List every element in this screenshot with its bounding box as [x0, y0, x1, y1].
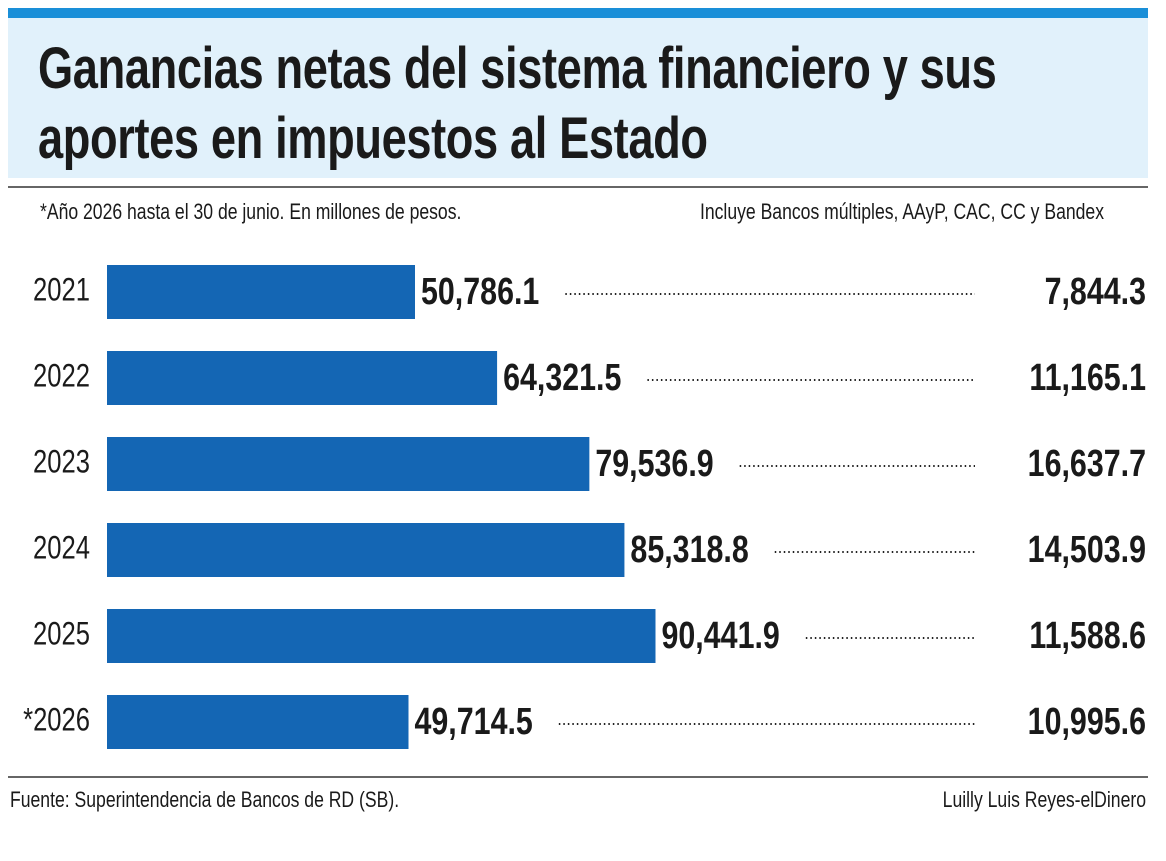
bar	[107, 437, 590, 491]
tax-label: 10,995.6	[1028, 701, 1146, 743]
value-label: 50,786.1	[421, 271, 539, 313]
value-label: 49,714.5	[415, 701, 533, 743]
bar	[107, 609, 656, 663]
y-tick-label: 2025	[33, 617, 90, 652]
tax-label: 11,588.6	[1029, 615, 1146, 657]
credit: Luilly Luis Reyes-elDinero	[943, 788, 1146, 812]
tax-label: 16,637.7	[1028, 443, 1146, 485]
top-stripe	[8, 8, 1148, 18]
bar	[107, 351, 498, 405]
y-tick-label: 2024	[33, 531, 90, 566]
subtitle: *Año 2026 hasta el 30 de junio. En millo…	[40, 200, 461, 224]
value-label: 79,536.9	[595, 443, 713, 485]
bar	[107, 523, 625, 577]
y-tick-label: 2023	[33, 445, 90, 480]
y-tick-label: 2022	[33, 359, 90, 394]
source: Fuente: Superintendencia de Bancos de RD…	[10, 788, 399, 812]
value-label: 64,321.5	[503, 357, 621, 399]
chart-title: Ganancias netas del sistema financiero y…	[38, 36, 997, 171]
bar	[107, 265, 415, 319]
note: Incluye Bancos múltiples, AAyP, CAC, CC …	[700, 200, 1104, 224]
tax-label: 11,165.1	[1029, 357, 1146, 399]
y-tick-label: 2021	[33, 273, 90, 308]
value-label: 85,318.8	[630, 529, 748, 571]
y-tick-label: *2026	[23, 703, 90, 738]
tax-label: 14,503.9	[1028, 529, 1146, 571]
title-box: Ganancias netas del sistema financiero y…	[8, 18, 1148, 178]
tax-label: 7,844.3	[1045, 271, 1146, 313]
bar	[107, 695, 409, 749]
value-label: 90,441.9	[661, 615, 779, 657]
